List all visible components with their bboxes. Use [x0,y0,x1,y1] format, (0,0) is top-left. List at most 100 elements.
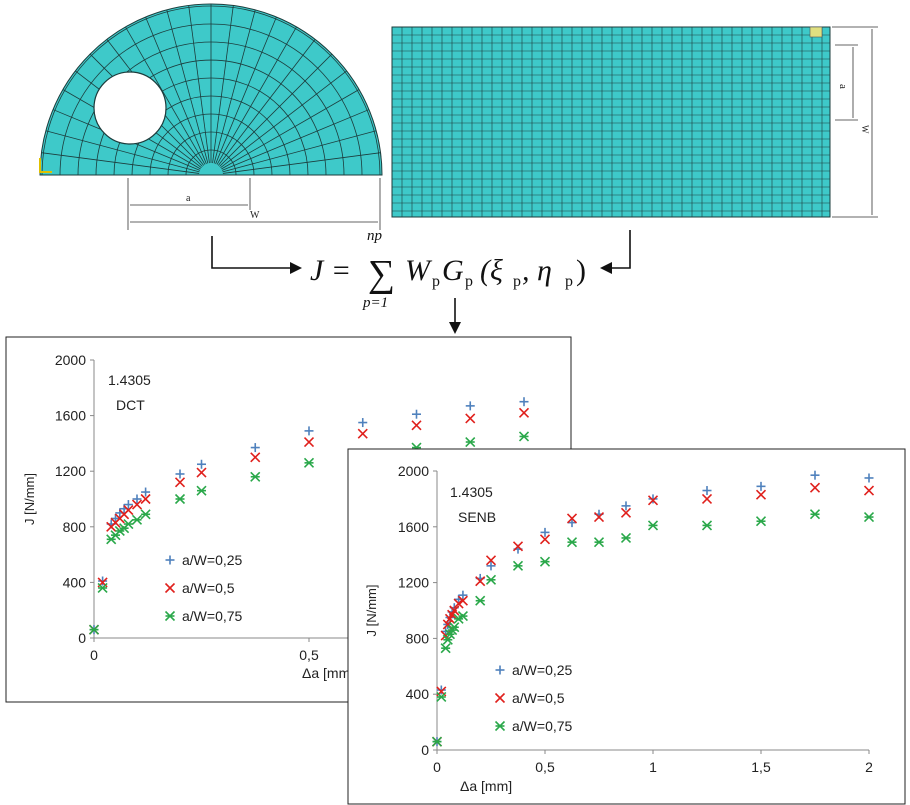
y-tick-label: 1200 [398,575,429,591]
formula-sub-p3: p [513,273,521,290]
senb-chart: 0 400 800 1200 1600 2000 0 0,5 1 1,5 2 J [N/mm] Δa [… [347,448,906,805]
legend-marker [164,610,176,622]
formula-g: G [442,254,464,287]
data-point [436,685,446,695]
data-point [141,487,151,497]
data-point [431,736,443,747]
data-point [449,605,460,616]
formula-sum-upper: np [367,228,383,244]
data-point [621,501,631,511]
x-tick-label: 0,5 [299,647,319,663]
data-point [518,431,530,442]
data-point [620,507,632,518]
data-point [486,561,496,571]
formula-w: W [405,254,433,287]
data-point [566,537,578,548]
data-point [123,505,134,516]
y-tick-label: 1200 [55,463,86,479]
formula-lhs: J = [310,254,351,287]
y-tick-label: 2000 [55,352,86,368]
formula-close: ) [576,254,586,287]
data-point [140,509,151,520]
legend-marker [494,720,506,732]
data-point [756,481,766,491]
data-point [519,397,529,407]
data-point [412,409,421,419]
legend-marker [165,555,175,565]
senb-mesh-image: a W [391,26,878,218]
data-point [304,426,314,436]
data-point [436,691,447,703]
formula-arrows [211,230,631,322]
data-point [863,511,875,523]
data-point [175,469,185,479]
dct-axis-triad-icon [39,158,52,173]
y-axis-label: J [N/mm] [364,585,379,637]
data-point [131,499,143,510]
legend-marker [164,582,176,594]
x-axis-label: Δa [mm] [302,665,354,681]
formula-arrowheads [290,262,612,334]
data-point [132,494,142,504]
j-integral-formula: J = np ∑ p=1 W p G p (ξ p , η p ) [310,228,586,311]
data-point [540,527,550,537]
data-point [457,611,468,622]
data-point [250,471,261,482]
data-point [174,493,186,505]
data-point [196,485,207,496]
data-point [567,518,577,528]
senb-dim-w-label: W [860,125,870,134]
x-tick-label: 0 [90,647,98,663]
data-point [512,541,524,552]
legend-marker [494,692,506,704]
y-tick-label: 1600 [55,408,86,424]
y-tick-label: 400 [63,574,87,590]
data-point [98,576,108,586]
data-point [475,595,486,606]
data-point [303,436,315,448]
data-point [465,413,476,424]
data-point [250,443,260,453]
dct-dim-a-label: a [186,193,191,204]
x-tick-label: 1 [649,759,657,775]
specimen-label: DCT [116,397,145,413]
senb-support-icon [809,26,823,38]
data-point [358,418,368,428]
data-point [465,436,476,448]
data-point [250,452,261,463]
y-tick-label: 800 [63,519,87,535]
formula-sum-symbol: ∑ [368,253,395,295]
dct-mesh-image: a W [39,3,383,230]
data-point [458,590,468,600]
x-axis-label: Δa [mm] [460,778,512,794]
data-point [755,516,767,527]
data-point [197,459,206,469]
senb-dimension-lines [832,26,878,218]
x-tick-label: 0,5 [535,759,555,775]
y-tick-label: 800 [406,630,430,646]
data-point [475,576,486,587]
data-point [140,493,151,505]
data-point [863,485,875,496]
data-point [457,595,468,606]
data-point [620,532,632,544]
legend-label: a/W=0,5 [512,690,565,706]
x-tick-label: 2 [865,759,873,775]
data-point [755,489,767,500]
dct-load-hole [93,71,167,145]
data-point [566,513,578,524]
data-point [465,401,475,411]
data-point [485,574,497,585]
formula-sub-p2: p [465,273,473,290]
legend-label: a/W=0,25 [512,662,573,678]
data-point [196,467,207,478]
data-point [809,509,821,520]
senb-rectangle [391,26,831,218]
data-point [539,556,551,567]
dct-dimension-lines [127,178,381,230]
data-point [88,624,100,635]
data-point [647,495,659,506]
legend-label: a/W=0,75 [182,608,243,624]
specimen-label: SENB [458,509,496,525]
